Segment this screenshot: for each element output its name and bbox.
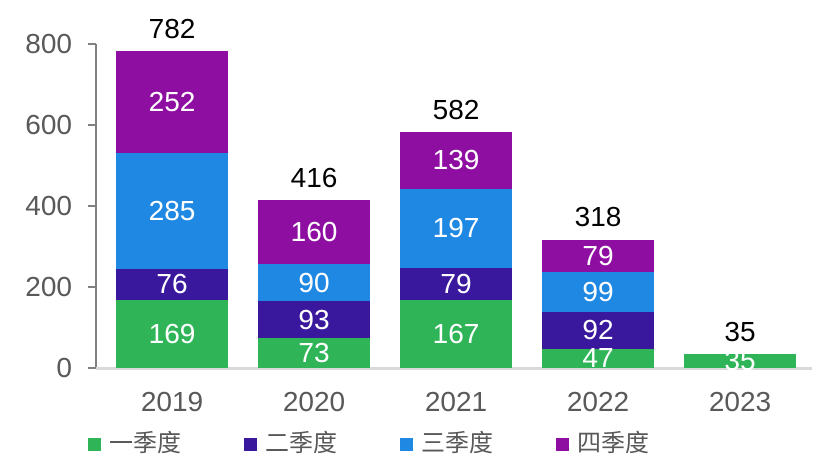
segment-value-label: 160	[290, 215, 338, 247]
y-tick-mark	[88, 286, 96, 288]
x-axis-label: 2020	[282, 386, 346, 417]
legend-label: 一季度	[109, 430, 181, 457]
segment-value-label: 252	[148, 86, 196, 118]
legend-marker	[244, 437, 257, 451]
segment-value-label: 73	[298, 337, 330, 369]
x-axis-line	[96, 367, 812, 370]
bar-segment-2022-一季度: 47	[542, 344, 654, 372]
x-axis-label: 2019	[140, 386, 204, 417]
legend-item-二季度: 二季度	[244, 429, 337, 459]
bar-segment-2021-三季度: 197	[400, 188, 512, 269]
bar-segment-2020-四季度: 160	[258, 199, 370, 265]
bar-segment-2019-一季度: 169	[116, 299, 228, 368]
segment-value-label: 35	[724, 344, 756, 376]
legend-label: 二季度	[265, 430, 337, 457]
bar-total-label: 35	[724, 315, 756, 347]
y-tick-label: 800	[25, 28, 72, 59]
y-tick-mark	[88, 367, 96, 369]
legend-marker	[556, 437, 569, 451]
bar-segment-2022-二季度: 92	[542, 311, 654, 349]
bar-total-label: 318	[574, 201, 622, 233]
segment-value-label: 93	[298, 303, 330, 335]
y-tick-label: 600	[25, 109, 72, 140]
bar-segment-2020-一季度: 73	[258, 338, 370, 368]
bar-segment-2022-四季度: 79	[542, 239, 654, 272]
legend-label: 四季度	[577, 430, 649, 457]
segment-value-label: 90	[298, 266, 330, 298]
y-tick-label: 400	[25, 190, 72, 221]
segment-value-label: 47	[582, 342, 614, 374]
x-axis-label: 2021	[424, 386, 488, 417]
segment-value-label: 139	[432, 144, 480, 176]
y-tick-mark	[88, 124, 96, 126]
bar-segment-2019-二季度: 76	[116, 268, 228, 300]
segment-value-label: 79	[440, 268, 472, 300]
x-axis-label: 2023	[708, 386, 772, 417]
segment-value-label: 92	[582, 314, 614, 346]
y-tick-mark	[88, 205, 96, 207]
segment-value-label: 285	[148, 195, 196, 227]
y-tick-label: 0	[56, 352, 72, 383]
bar-total-label: 416	[290, 161, 338, 193]
segment-value-label: 197	[432, 212, 480, 244]
bar-segment-2021-二季度: 79	[400, 268, 512, 301]
bar-segment-2020-二季度: 93	[258, 300, 370, 339]
segment-value-label: 76	[156, 268, 188, 300]
legend-item-一季度: 一季度	[88, 429, 181, 459]
y-tick-mark	[88, 43, 96, 45]
bar-segment-2020-三季度: 90	[258, 264, 370, 301]
legend-item-四季度: 四季度	[556, 429, 649, 459]
bar-total-label: 582	[432, 94, 480, 126]
bar-segment-2022-三季度: 99	[542, 271, 654, 312]
legend: 一季度 二季度 三季度 四季度	[88, 429, 649, 459]
legend-marker	[400, 437, 413, 451]
y-tick-label: 200	[25, 271, 72, 302]
y-axis-line	[95, 44, 97, 369]
bar-segment-2021-四季度: 139	[400, 132, 512, 189]
bar-segment-2023-一季度: 35	[684, 346, 796, 374]
segment-value-label: 99	[582, 275, 614, 307]
bar-segment-2021-一季度: 167	[400, 300, 512, 368]
segment-value-label: 167	[432, 318, 480, 350]
bar-segment-2019-三季度: 285	[116, 153, 228, 269]
x-axis-label: 2022	[566, 386, 630, 417]
legend-item-三季度: 三季度	[400, 429, 493, 459]
bar-segment-2019-四季度: 252	[116, 51, 228, 154]
segment-value-label: 169	[148, 317, 196, 349]
legend-label: 三季度	[421, 430, 493, 457]
legend-marker	[88, 437, 101, 451]
segment-value-label: 79	[582, 239, 614, 271]
bar-total-label: 782	[148, 13, 196, 45]
